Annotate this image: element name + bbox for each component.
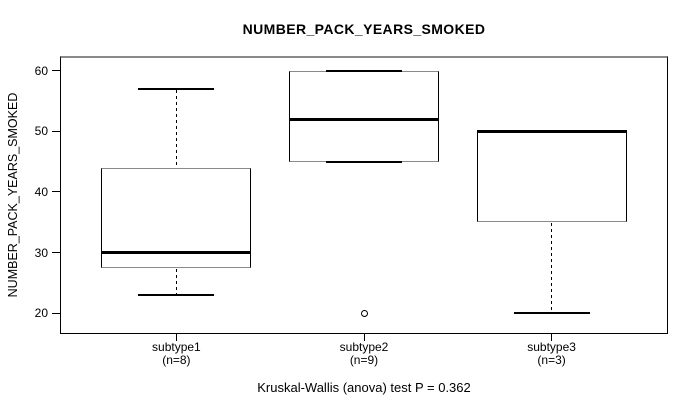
x-category-count: (n=9) <box>349 352 379 367</box>
x-tick-mark <box>551 334 553 341</box>
chart-title: NUMBER_PACK_YEARS_SMOKED <box>242 21 486 37</box>
whisker-upper-stem <box>175 89 177 168</box>
x-category-label: subtype2 (n=9) <box>294 341 434 366</box>
x-category-name: subtype2 <box>339 340 389 354</box>
y-tick-label: 30 <box>34 245 48 260</box>
x-category-count: (n=8) <box>162 352 191 367</box>
median-line <box>289 117 439 121</box>
x-category-label: subtype3 (n=3) <box>482 341 622 366</box>
median-line <box>101 251 252 255</box>
x-category-count: (n=3) <box>537 352 566 367</box>
whisker-lower-stem <box>175 268 177 296</box>
whisker-lower-cap <box>326 160 402 163</box>
whisker-lower-stem <box>551 223 553 314</box>
stat-test-caption: Kruskal-Wallis (anova) test P = 0.362 <box>257 380 471 395</box>
x-tick-mark <box>175 334 177 341</box>
outlier-point <box>360 309 368 317</box>
y-tick-label: 40 <box>34 184 48 199</box>
x-category-name: subtype1 <box>152 340 201 354</box>
whisker-lower-cap <box>138 294 215 297</box>
whisker-lower-cap <box>513 312 590 315</box>
median-line <box>476 129 627 133</box>
box-subtype3 <box>476 131 627 223</box>
y-tick-mark <box>52 130 60 132</box>
x-tick-mark <box>363 334 365 341</box>
y-tick-label: 50 <box>34 124 48 139</box>
box-subtype1 <box>101 167 252 268</box>
whisker-upper-cap <box>138 87 215 90</box>
y-tick-mark <box>52 70 60 72</box>
y-tick-label: 20 <box>34 306 48 321</box>
box-subtype2 <box>289 70 439 162</box>
whisker-upper-cap <box>326 69 402 72</box>
y-tick-mark <box>52 191 60 193</box>
y-tick-mark <box>52 312 60 314</box>
y-tick-mark <box>52 252 60 254</box>
x-category-name: subtype3 <box>527 340 576 354</box>
x-category-label: subtype1 (n=8) <box>106 341 246 366</box>
y-tick-label: 60 <box>34 63 48 78</box>
